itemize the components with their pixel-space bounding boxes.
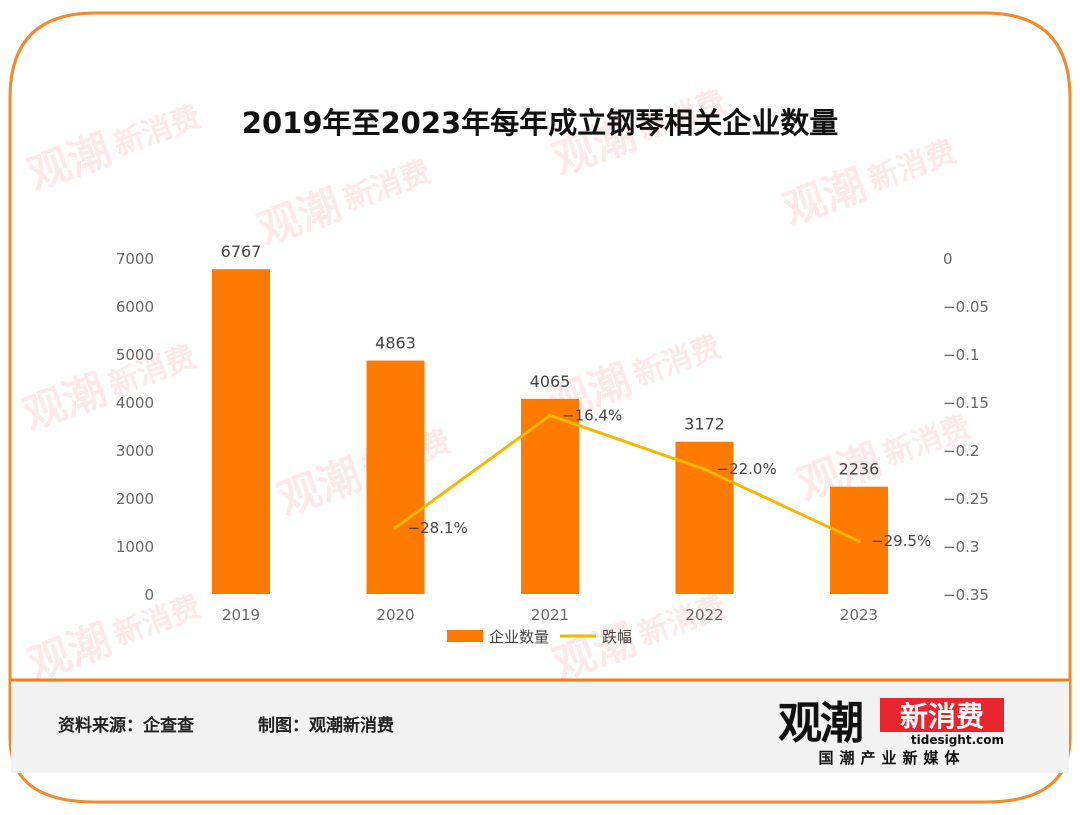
logo-badge: 新消费 [900, 700, 984, 733]
y-left-tick-label: 2000 [116, 490, 154, 508]
y-axis-right: 0 −0.05 −0.1 −0.15 −0.2 −0.25 −0.3 −0.35 [943, 250, 989, 604]
logo-badge-bg [880, 698, 1004, 732]
x-tick-label: 2022 [685, 606, 723, 624]
bar-value-label: 2236 [839, 460, 880, 479]
bar-2022 [675, 441, 734, 594]
legend-label-line: 跌幅 [602, 628, 632, 646]
y-left-tick-label: 1000 [116, 538, 154, 556]
y-right-tick-label: −0.3 [943, 538, 979, 556]
credit-text: 制图：观潮新消费 [258, 715, 394, 736]
y-right-tick-label: −0.2 [943, 442, 979, 460]
x-axis: 2019 2020 2021 2022 2023 [222, 606, 878, 624]
legend: 企业数量 跌幅 [447, 628, 632, 646]
line-point-2023 [857, 539, 861, 544]
y-right-tick-label: −0.15 [943, 394, 989, 412]
bar-series [212, 269, 888, 594]
bar-2019 [212, 269, 270, 594]
logo-domain: tidesight.com [911, 733, 1004, 747]
bar-2021 [521, 398, 579, 594]
line-value-label: −16.4% [562, 406, 622, 424]
line-point-2020 [393, 525, 398, 530]
y-left-tick-label: 5000 [116, 346, 154, 364]
y-left-tick-label: 4000 [116, 394, 154, 412]
brand-logo: 观潮 新消费 tidesight.com 国潮产业新媒体 [778, 698, 1004, 767]
bar-value-label: 4065 [530, 372, 571, 391]
y-left-tick-label: 0 [144, 586, 154, 604]
x-tick-label: 2019 [222, 606, 260, 624]
line-value-label: −28.1% [408, 519, 468, 537]
legend-swatch-bar [447, 630, 483, 642]
y-left-tick-label: 6000 [116, 298, 154, 316]
logo-main: 观潮 [778, 698, 862, 749]
bar-2020 [366, 360, 425, 594]
y-left-tick-label: 7000 [116, 250, 154, 268]
y-right-tick-label: −0.05 [943, 298, 989, 316]
y-axis-left: 0 1000 2000 3000 4000 5000 6000 7000 [116, 250, 154, 604]
y-right-tick-label: −0.25 [943, 490, 989, 508]
line-value-labels: −28.1% −16.4% −22.0% −29.5% [408, 406, 932, 550]
x-tick-label: 2023 [840, 606, 878, 624]
bar-value-labels: 6767 4863 4065 3172 2236 [221, 242, 880, 478]
line-point-2022 [702, 467, 707, 472]
bar-value-label: 3172 [684, 415, 725, 434]
source-text: 资料来源：企查查 [58, 715, 195, 736]
line-value-label: −22.0% [717, 460, 777, 478]
logo-tagline: 国潮产业新媒体 [818, 749, 965, 767]
line-point-2021 [548, 413, 552, 418]
x-tick-label: 2021 [531, 606, 569, 624]
x-tick-label: 2020 [376, 606, 414, 624]
y-left-tick-label: 3000 [116, 442, 154, 460]
bar-value-label: 4863 [375, 334, 416, 353]
legend-label-bar: 企业数量 [489, 628, 549, 646]
bar-value-label: 6767 [221, 242, 262, 261]
y-right-tick-label: −0.35 [943, 586, 989, 604]
decline-line [394, 413, 860, 543]
y-right-tick-label: 0 [943, 250, 953, 268]
chart-title: 2019年至2023年每年成立钢琴相关企业数量 [242, 106, 838, 140]
line-series [393, 413, 861, 544]
y-right-tick-label: −0.1 [943, 346, 979, 364]
line-value-label: −29.5% [871, 532, 931, 550]
